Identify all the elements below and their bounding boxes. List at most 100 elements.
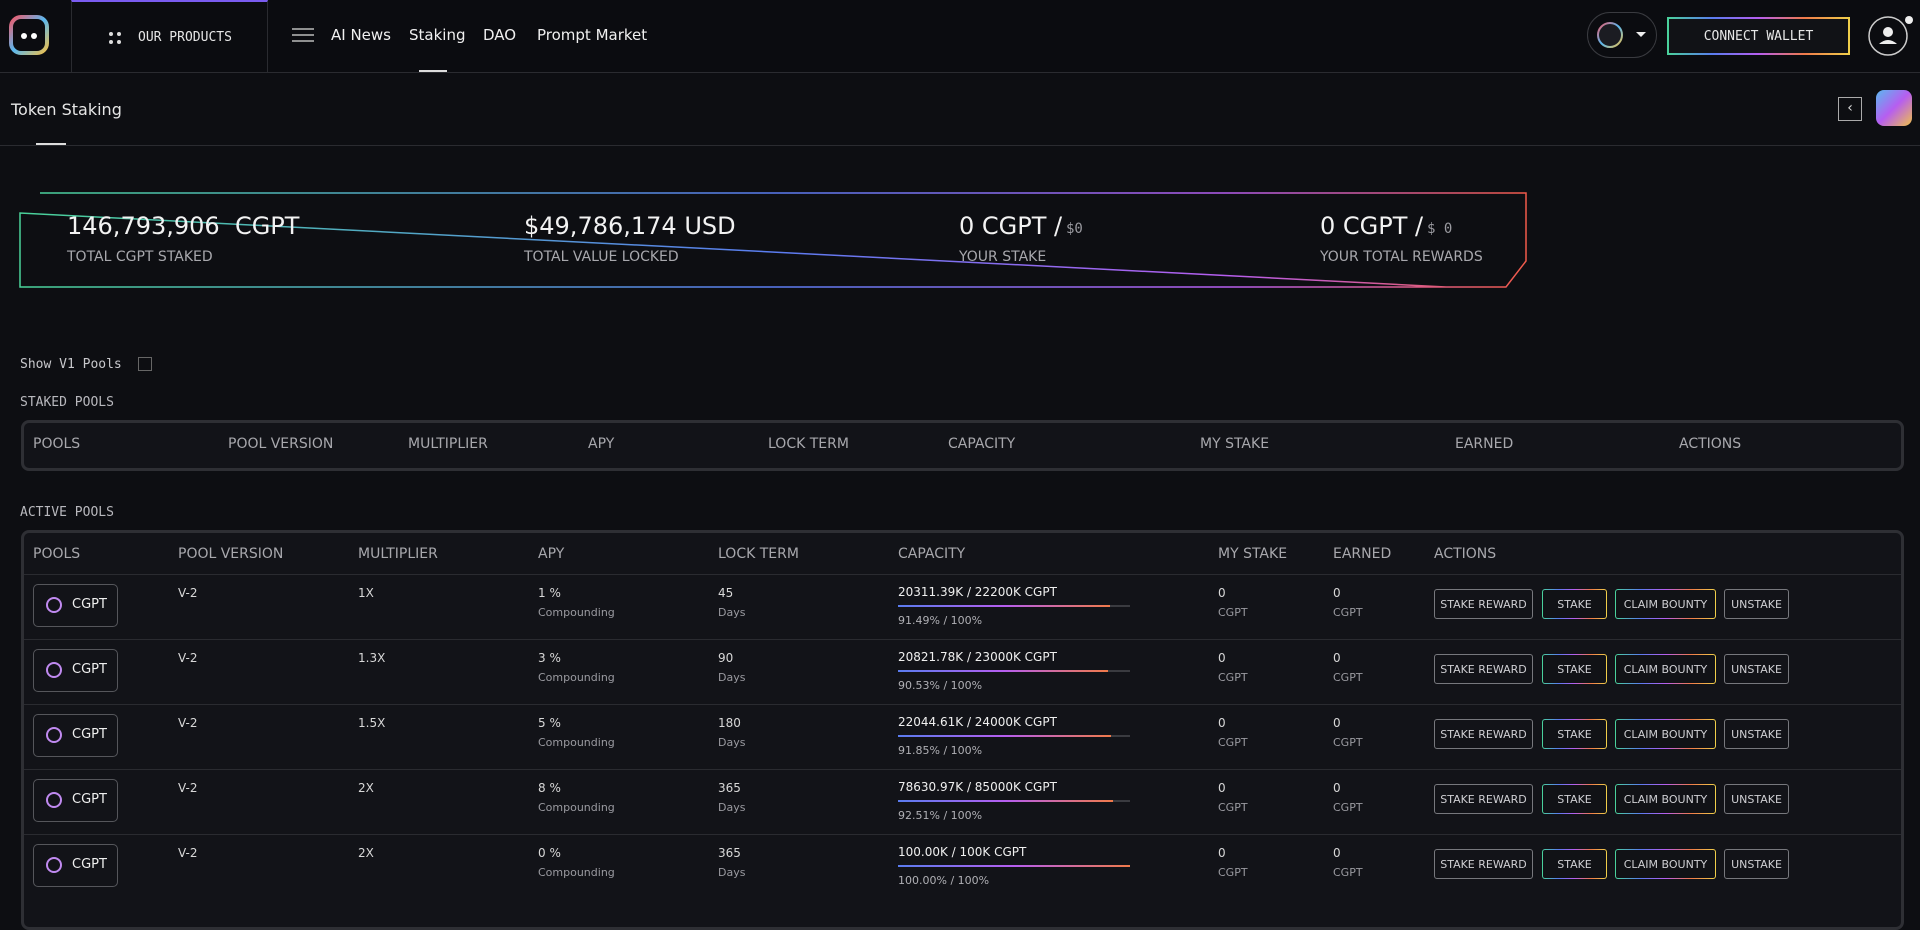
progress-label: 91.85% / 100% [898,744,983,757]
progress-bar [898,605,1111,607]
stats-frame [19,192,1527,288]
column-header: EARNED [1333,546,1392,562]
pool-icon [46,857,62,873]
action-button[interactable]: STAKE REWARD [1434,849,1533,879]
earned: 0 [1333,846,1341,860]
staked-pools-table [21,420,1904,471]
collapse-button[interactable]: ‹ [1838,97,1862,121]
lock-unit: Days [718,736,746,749]
action-button[interactable]: UNSTAKE [1724,784,1789,814]
pool-button[interactable]: CGPT [33,584,118,627]
column-header: MY STAKE [1200,436,1270,452]
action-button[interactable]: CLAIM BOUNTY [1615,849,1716,879]
action-button[interactable]: UNSTAKE [1724,849,1789,879]
apy-note: Compounding [538,801,615,814]
pool-button[interactable]: CGPT [33,779,118,822]
lock-unit: Days [718,671,746,684]
products-menu[interactable]: OUR PRODUCTS [71,0,268,72]
pool-icon [46,792,62,808]
profile-button[interactable] [1868,14,1916,58]
apy-note: Compounding [538,606,615,619]
menu-icon[interactable] [292,28,314,42]
action-button[interactable]: UNSTAKE [1724,589,1789,619]
lock-unit: Days [718,606,746,619]
page-title: Token Staking [11,100,122,119]
multiplier: 1.3X [358,651,386,665]
divider [0,145,1920,146]
action-button[interactable]: STAKE [1542,784,1607,814]
stat-value: 0 CGPT / [1320,212,1424,240]
row-divider [24,639,1901,640]
logo[interactable] [8,14,50,56]
progress-bar [898,800,1113,802]
action-button[interactable]: STAKE REWARD [1434,784,1533,814]
section-title: STAKED POOLS [20,395,114,410]
action-button[interactable]: UNSTAKE [1724,719,1789,749]
action-button[interactable]: STAKE [1542,719,1607,749]
progress-label: 90.53% / 100% [898,679,983,692]
pool-name: CGPT [72,792,107,807]
lock-term: 365 [718,846,741,860]
action-button[interactable]: STAKE [1542,849,1607,879]
my-stake: 0 [1218,716,1226,730]
pool-button[interactable]: CGPT [33,649,118,692]
stat-label: YOUR STAKE [959,249,1047,265]
action-button[interactable]: STAKE [1542,654,1607,684]
action-button[interactable]: CLAIM BOUNTY [1615,654,1716,684]
action-button[interactable]: CLAIM BOUNTY [1615,719,1716,749]
pool-version: V-2 [178,846,198,860]
pool-name: CGPT [72,597,107,612]
capacity: 22044.61K / 24000K CGPT [898,715,1057,729]
pool-button[interactable]: CGPT [33,714,118,757]
column-header: CAPACITY [948,436,1016,452]
action-button[interactable]: UNSTAKE [1724,654,1789,684]
column-header: MY STAKE [1218,546,1288,562]
assistant-avatar[interactable] [1876,90,1912,126]
connect-wallet-button[interactable]: CONNECT WALLET [1667,17,1850,55]
stat-label: TOTAL VALUE LOCKED [524,249,679,265]
action-button[interactable]: STAKE REWARD [1434,719,1533,749]
multiplier: 1X [358,586,374,600]
action-button[interactable]: CLAIM BOUNTY [1615,589,1716,619]
action-button[interactable]: STAKE REWARD [1434,654,1533,684]
token-selector[interactable] [1587,12,1657,58]
nav-link[interactable]: Staking [409,26,466,44]
pool-icon [46,597,62,613]
pool-version: V-2 [178,651,198,665]
my-stake: 0 [1218,651,1226,665]
my-stake: 0 [1218,586,1226,600]
nav-link[interactable]: Prompt Market [537,26,648,44]
pool-name: CGPT [72,857,107,872]
earned-unit: CGPT [1333,736,1363,749]
pool-icon [46,727,62,743]
stat-value: $49,786,174 USD [524,212,736,240]
my-stake-unit: CGPT [1218,801,1248,814]
nav-link[interactable]: DAO [483,26,517,44]
column-header: CAPACITY [898,546,966,562]
my-stake-unit: CGPT [1218,866,1248,879]
apy: 5 % [538,716,561,730]
active-indicator [419,70,447,72]
pool-version: V-2 [178,586,198,600]
pool-version: V-2 [178,716,198,730]
show-v1-checkbox[interactable] [138,357,152,371]
action-button[interactable]: STAKE [1542,589,1607,619]
stat-label: YOUR TOTAL REWARDS [1320,249,1483,265]
stat-subvalue: $ 0 [1427,221,1453,237]
lock-term: 45 [718,586,734,600]
apy: 1 % [538,586,561,600]
top-bar: OUR PRODUCTS AI News Staking DAO Prompt … [0,0,1920,73]
progress-label: 92.51% / 100% [898,809,983,822]
action-button[interactable]: STAKE REWARD [1434,589,1533,619]
action-button[interactable]: CLAIM BOUNTY [1615,784,1716,814]
token-icon [1597,22,1646,48]
capacity: 78630.97K / 85000K CGPT [898,780,1057,794]
column-header: EARNED [1455,436,1514,452]
row-divider [24,704,1901,705]
nav-link[interactable]: AI News [331,26,391,44]
stat-value: 146,793,906 CGPT [67,212,300,240]
section-title: ACTIVE POOLS [20,505,114,520]
pool-name: CGPT [72,662,107,677]
multiplier: 1.5X [358,716,386,730]
show-v1-label: Show V1 Pools [20,357,122,372]
